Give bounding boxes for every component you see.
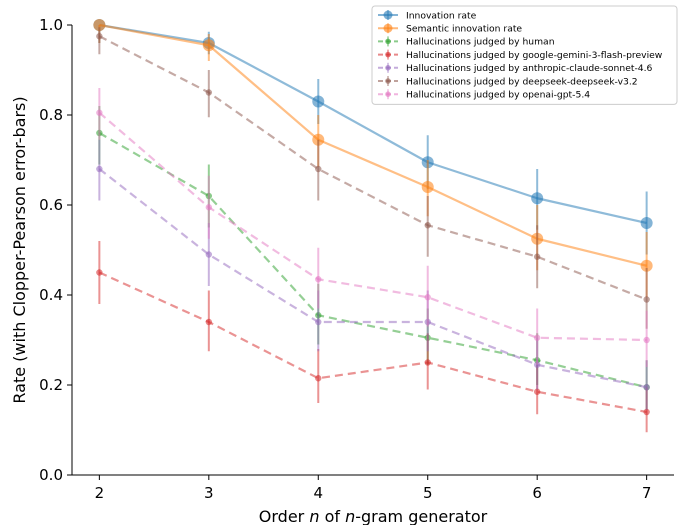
legend-label: Innovation rate [406, 10, 477, 21]
data-point [421, 181, 434, 193]
x-axis-title: Order n of n-gram generator [259, 507, 488, 525]
axes: 2 3 4 5 6 7 0.0 0.2 0.4 0.6 0.8 1.0 [39, 16, 674, 502]
legend-label: Hallucinations judged by human [406, 37, 555, 48]
legend-swatch-marker [383, 23, 393, 33]
data-point [93, 19, 106, 31]
data-point [315, 165, 322, 173]
data-point [424, 222, 431, 229]
legend-entry: Hallucinations judged by openai-gpt-5.4 [378, 89, 590, 101]
data-point [205, 204, 213, 211]
x-axis-title-variable: n [345, 507, 355, 525]
legend-swatch-marker [385, 91, 391, 97]
x-tick-label: 6 [532, 484, 542, 502]
legend-swatch-marker [385, 38, 391, 45]
legend-label: Hallucinations judged by deepseek-deepse… [406, 76, 638, 87]
legend-swatch-marker [383, 10, 393, 20]
x-tick-label: 5 [423, 484, 433, 502]
data-point [205, 89, 213, 96]
legend-label: Hallucinations judged by openai-gpt-5.4 [406, 90, 590, 101]
y-tick-label: 0.6 [39, 196, 63, 214]
y-tick-label: 1.0 [39, 16, 63, 34]
y-tick-label: 0.2 [39, 376, 63, 394]
data-point [424, 294, 431, 301]
series-line [98, 132, 647, 389]
x-axis-title-variable: n [309, 507, 319, 525]
data-point [643, 408, 650, 416]
data-point [96, 165, 103, 173]
legend-swatch-marker [385, 65, 391, 71]
legend-entry: Hallucinations judged by google-gemini-3… [378, 49, 663, 61]
data-point [643, 384, 650, 391]
legend-entry: Hallucinations judged by human [378, 36, 555, 48]
y-tick-label: 0.4 [39, 286, 63, 304]
data-point [202, 39, 215, 52]
data-point [533, 388, 541, 395]
data-point [533, 334, 541, 341]
legend-entry: Hallucinations judged by deepseek-deepse… [378, 76, 638, 87]
legend: Innovation rate Semantic innovation rate H… [371, 5, 678, 105]
x-tick-label: 7 [642, 484, 652, 502]
series-4 [96, 241, 650, 433]
data-point [96, 269, 103, 276]
data-point [315, 276, 322, 283]
y-axis-title: Rate (with Clopper-Pearson error-bars) [10, 96, 29, 403]
data-point [531, 192, 544, 205]
data-point [96, 109, 103, 116]
y-tick-label: 0.0 [39, 466, 63, 484]
data-point [424, 359, 431, 366]
legend-swatch-marker [385, 51, 391, 58]
x-tick-label: 4 [313, 484, 323, 502]
series-2 [93, 19, 653, 298]
series-7 [96, 88, 650, 367]
legend-entry: Semantic innovation rate [378, 23, 522, 35]
x-tick-label: 3 [204, 484, 214, 502]
series-line [99, 23, 647, 225]
series-line [98, 168, 647, 389]
series-line [98, 271, 647, 414]
x-tick-label: 2 [95, 484, 105, 502]
data-point [96, 33, 103, 40]
series-line [98, 35, 648, 301]
x-axis-title-part: of [319, 507, 345, 525]
legend-label: Hallucinations judged by google-gemini-3… [406, 50, 663, 61]
data-point [312, 95, 325, 108]
series-line [98, 111, 647, 342]
data-point [640, 217, 653, 229]
legend-swatch-marker [385, 78, 391, 84]
legend-label: Semantic innovation rate [406, 24, 522, 35]
data-point [315, 375, 322, 382]
data-point [533, 253, 541, 260]
data-point [315, 318, 322, 326]
series-6 [96, 27, 650, 329]
data-point [643, 336, 650, 344]
data-point [205, 318, 213, 326]
series-3 [96, 106, 650, 410]
x-axis-title-part: Order [259, 507, 310, 525]
data-point [205, 251, 213, 258]
legend-box [371, 5, 678, 105]
x-axis-title-part: -gram generator [355, 507, 487, 525]
legend-entry: Innovation rate [378, 10, 477, 21]
plot-area [93, 19, 653, 433]
data-point [643, 296, 650, 303]
legend-entry: Hallucinations judged by anthropic-claud… [378, 62, 653, 74]
series-line [99, 23, 647, 267]
y-tick-label: 0.8 [39, 106, 63, 124]
legend-label: Hallucinations judged by anthropic-claud… [406, 63, 653, 74]
data-point [640, 259, 653, 272]
